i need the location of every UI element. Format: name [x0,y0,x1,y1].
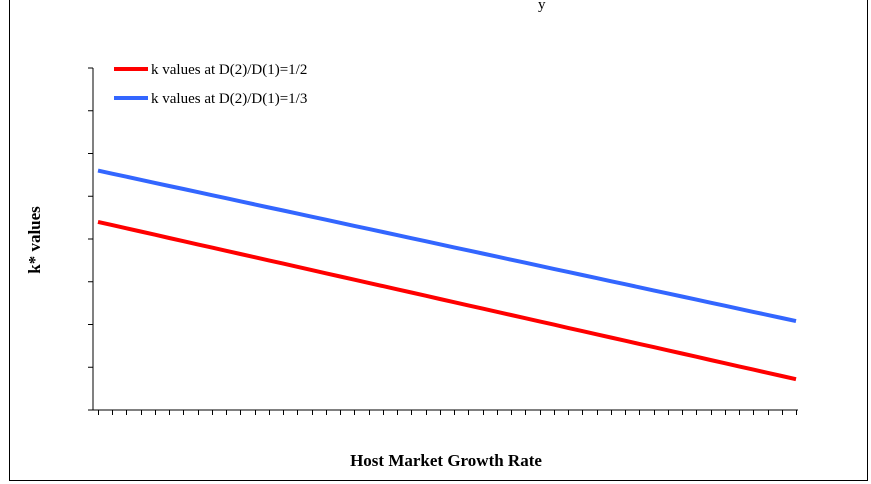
x-axis-label: Host Market Growth Rate [350,451,542,470]
legend: k values at D(2)/D(1)=1/2 k values at D(… [114,62,307,107]
legend-label-series-2: k values at D(2)/D(1)=1/3 [151,91,307,107]
series-line-1 [97,219,797,382]
chart-svg: y k values at D(2)/D(1)=1/2 k values at … [25,0,798,470]
title-fragment: y [538,0,546,13]
y-axis-label: k* values [25,206,44,274]
y-ticks [88,67,93,411]
series-line-2 [97,168,797,324]
x-ticks [98,410,797,415]
series-lines [97,168,797,382]
legend-label-series-1: k values at D(2)/D(1)=1/2 [151,62,307,78]
axes [88,67,798,415]
chart-frame: y k values at D(2)/D(1)=1/2 k values at … [9,0,868,481]
